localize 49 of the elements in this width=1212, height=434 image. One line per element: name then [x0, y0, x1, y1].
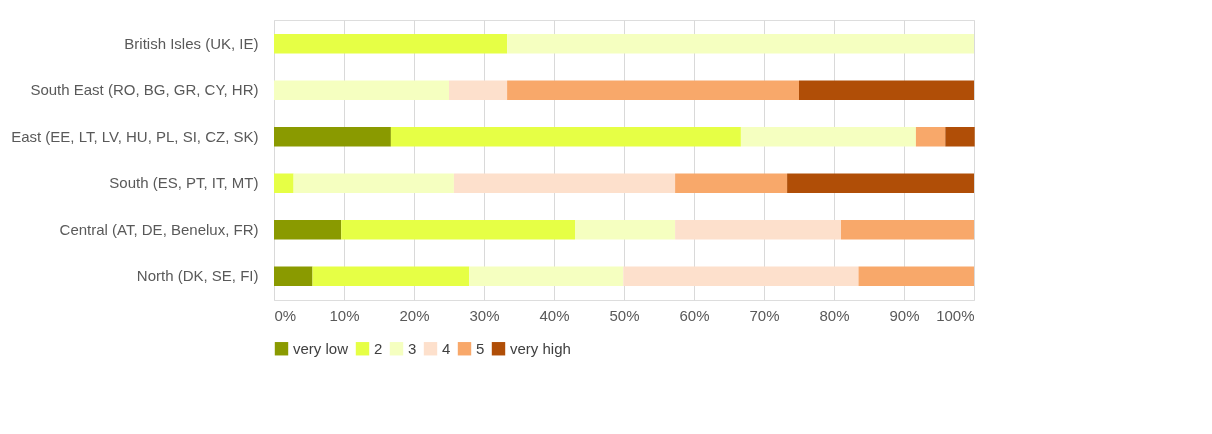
bar: [623, 266, 859, 287]
bar: [507, 33, 974, 54]
x-tick-label: 40%: [539, 306, 570, 324]
y-tick-label: Central (AT, DE, Benelux, FR): [59, 220, 259, 238]
bar: [341, 220, 575, 240]
x-tick-label: 50%: [609, 306, 640, 324]
bar: [274, 126, 391, 147]
x-tick-label: 100%: [936, 306, 975, 324]
x-tick-label: 80%: [819, 306, 850, 324]
bar: [799, 80, 974, 100]
bar: [274, 173, 294, 194]
bar: [675, 220, 841, 240]
x-tick-label: 30%: [469, 306, 500, 324]
bar: [575, 220, 676, 240]
bar: [740, 126, 916, 147]
legend-label: very low: [293, 339, 349, 357]
bar: [274, 80, 449, 100]
bar: [507, 80, 799, 100]
x-tick-label: 70%: [749, 306, 780, 324]
x-tick-label: 10%: [329, 306, 360, 324]
bar: [274, 266, 313, 287]
bar: [787, 173, 974, 194]
bar: [312, 266, 470, 287]
bar: [469, 266, 624, 287]
x-tick-label: 0%: [274, 306, 297, 324]
bar: [915, 126, 946, 147]
x-tick-label: 20%: [399, 306, 430, 324]
y-tick-label: South (ES, PT, IT, MT): [109, 174, 259, 192]
bar: [945, 126, 975, 147]
bar: [390, 126, 741, 147]
y-tick-label: North (DK, SE, FI): [136, 267, 259, 285]
legend-label: 4: [442, 339, 451, 357]
y-tick-label: East (EE, LT, LV, HU, PL, SI, CZ, SK): [11, 127, 259, 145]
bar: [293, 173, 454, 194]
y-tick-label: British Isles (UK, IE): [124, 34, 259, 52]
x-tick-label: 90%: [889, 306, 920, 324]
bar: [675, 173, 788, 194]
bar: [453, 173, 676, 194]
legend-label: very high: [510, 339, 571, 357]
legend-label: 2: [374, 339, 383, 357]
bar: [449, 80, 508, 100]
y-tick-label: South East (RO, BG, GR, CY, HR): [30, 81, 259, 99]
legend-label: 5: [476, 339, 485, 357]
bar: [841, 220, 974, 240]
bar: [274, 220, 342, 240]
bar: [858, 266, 974, 287]
bar: [274, 33, 508, 54]
x-tick-label: 60%: [679, 306, 710, 324]
legend-label: 3: [408, 339, 417, 357]
